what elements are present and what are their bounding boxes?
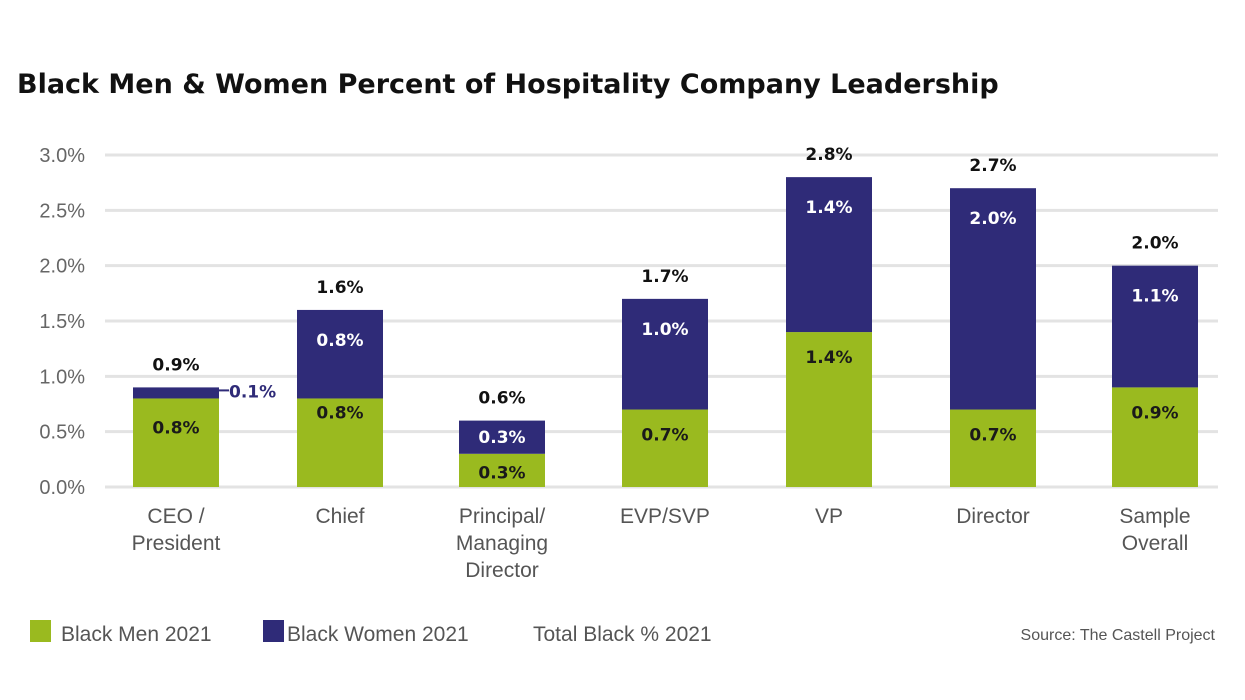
bar-black-women (459, 420, 545, 454)
label-total: 0.6% (478, 389, 525, 409)
bar-black-women (1112, 265, 1198, 388)
x-category-label: Overall (1122, 532, 1189, 555)
label-black-men: 0.9% (1131, 403, 1178, 423)
legend-label-women: Black Women 2021 (287, 623, 469, 646)
label-black-women: 1.0% (641, 320, 688, 340)
x-category-label: Chief (315, 505, 364, 528)
label-total: 2.0% (1131, 234, 1178, 254)
bar-black-men (1112, 387, 1198, 487)
x-category-label: Managing (456, 532, 548, 555)
x-category-label: President (132, 532, 221, 555)
label-total: 1.7% (641, 267, 688, 287)
label-total: 1.6% (316, 278, 363, 298)
bar-black-women (133, 387, 219, 399)
bar-black-men (297, 398, 383, 487)
bar-black-women (622, 298, 708, 410)
legend-label-men: Black Men 2021 (61, 623, 212, 646)
chart-title: Black Men & Women Percent of Hospitality… (17, 69, 999, 100)
y-tick-label: 1.5% (39, 311, 85, 333)
x-category-label: VP (815, 505, 843, 528)
y-tick-label: 1.0% (39, 366, 85, 388)
label-black-men: 0.8% (316, 403, 363, 423)
legend-swatch-men (30, 620, 51, 642)
legend-swatch-women (263, 620, 284, 642)
x-category-label: Sample (1119, 505, 1190, 528)
label-black-men: 0.7% (969, 426, 1016, 446)
legend-label-total: Total Black % 2021 (533, 623, 712, 646)
bar-black-men (786, 332, 872, 487)
bar-black-men (133, 398, 219, 487)
label-black-men: 0.7% (641, 426, 688, 446)
bar-black-men (950, 409, 1036, 487)
y-tick-label: 0.5% (39, 422, 85, 444)
label-black-women: 0.1% (229, 382, 276, 402)
label-black-women: 0.8% (316, 331, 363, 351)
bar-black-women (297, 309, 383, 399)
label-total: 2.7% (969, 156, 1016, 176)
label-black-women: 0.3% (478, 428, 525, 448)
y-tick-label: 2.5% (39, 200, 85, 222)
label-black-women: 1.1% (1131, 287, 1178, 307)
x-category-label: Principal/ (459, 505, 546, 528)
label-black-men: 0.3% (478, 463, 525, 483)
legend: Black Men 2021 Black Women 2021 Total Bl… (30, 620, 712, 646)
y-tick-label: 3.0% (39, 145, 85, 167)
label-black-women: 1.4% (805, 198, 852, 218)
bar-black-men (622, 409, 708, 487)
y-tick-label: 0.0% (39, 477, 85, 499)
source-note: Source: The Castell Project (1021, 627, 1216, 644)
x-category-label: Director (465, 559, 539, 582)
x-category-label: CEO / (147, 505, 204, 528)
label-total: 2.8% (805, 145, 852, 165)
bar-black-men (459, 453, 545, 487)
x-category-label: EVP/SVP (620, 505, 710, 528)
bar-black-women (786, 177, 872, 333)
label-black-men: 0.8% (152, 418, 199, 438)
label-total: 0.9% (152, 355, 199, 375)
x-category-label: Director (956, 505, 1030, 528)
label-black-men: 1.4% (805, 348, 852, 368)
bar-black-women (950, 188, 1036, 410)
label-black-women: 2.0% (969, 209, 1016, 229)
y-tick-label: 2.0% (39, 256, 85, 278)
